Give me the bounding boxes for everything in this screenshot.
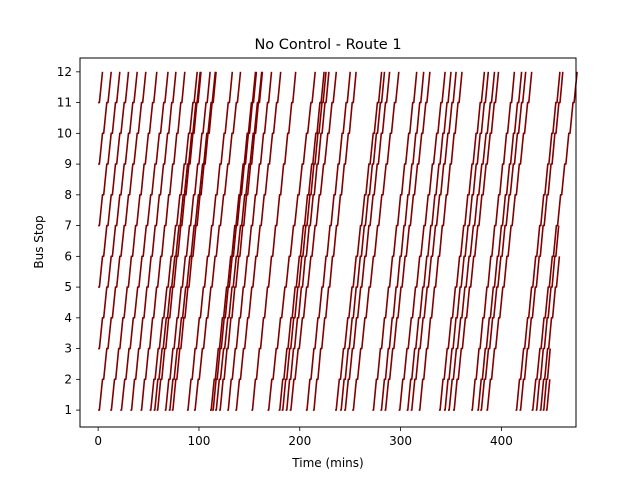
- trip-line: [289, 71, 338, 411]
- trip-line: [156, 71, 202, 411]
- trip-line: [443, 71, 490, 411]
- trip-line: [130, 71, 177, 411]
- trip-line: [140, 71, 186, 411]
- trip-line: [98, 71, 104, 104]
- y-tick-label: 12: [57, 65, 72, 79]
- trip-line: [519, 71, 564, 411]
- y-tick-label: 6: [64, 249, 72, 263]
- trip-line: [278, 71, 325, 411]
- x-tick-label: 300: [389, 434, 412, 448]
- trip-line: [281, 71, 327, 411]
- trip-line: [344, 71, 391, 411]
- trip-line: [215, 71, 263, 411]
- trip-line: [384, 71, 431, 411]
- trip-line: [539, 256, 561, 411]
- trip-line: [486, 71, 533, 411]
- trip-line: [418, 71, 463, 411]
- trip-line: [98, 71, 147, 411]
- y-tick-label: 5: [64, 280, 72, 294]
- y-tick-label: 4: [64, 311, 72, 325]
- trip-line: [352, 71, 400, 411]
- y-tick-label: 7: [64, 219, 72, 233]
- trip-line: [186, 71, 234, 411]
- trip-lines: [98, 71, 578, 411]
- trip-line: [171, 71, 217, 411]
- trip-line: [340, 71, 386, 411]
- trip-line: [227, 71, 273, 411]
- y-tick-label: 3: [64, 342, 72, 356]
- y-axis-label: Bus Stop: [32, 215, 46, 268]
- trip-line: [515, 71, 561, 411]
- trip-line: [398, 71, 446, 411]
- trip-line: [406, 71, 452, 411]
- x-tick-label: 400: [490, 434, 513, 448]
- trip-line: [98, 71, 130, 288]
- trip-line: [267, 71, 316, 411]
- trip-line: [168, 71, 217, 411]
- trip-line: [212, 71, 258, 411]
- trip-line: [98, 71, 121, 227]
- trip-line: [210, 71, 257, 411]
- trip-line: [545, 379, 551, 411]
- trip-line: [471, 71, 516, 411]
- y-tick-label: 2: [64, 372, 72, 386]
- trip-line: [372, 71, 418, 411]
- trip-line: [335, 71, 383, 411]
- trip-line: [531, 71, 578, 411]
- y-tick-label: 10: [57, 126, 72, 140]
- trip-line: [453, 71, 500, 411]
- y-tick-label: 8: [64, 188, 72, 202]
- x-tick-label: 200: [288, 434, 311, 448]
- trip-line: [193, 71, 242, 411]
- trip-line: [380, 71, 425, 411]
- trip-line: [305, 71, 351, 411]
- trip-line: [219, 71, 264, 411]
- trip-line: [110, 71, 158, 411]
- trip-line: [235, 71, 282, 411]
- trip-line: [312, 71, 357, 411]
- trip-line: [285, 71, 330, 411]
- x-axis-label: Time (mins): [291, 456, 363, 470]
- y-tick-label: 11: [57, 96, 72, 110]
- chart-title: No Control - Route 1: [254, 37, 401, 53]
- trip-line: [164, 71, 211, 411]
- y-tick-label: 1: [64, 403, 72, 417]
- trip-line: [410, 71, 457, 411]
- trip-line: [98, 71, 112, 165]
- y-tick-label: 9: [64, 157, 72, 171]
- trip-line: [477, 71, 523, 411]
- x-axis-ticks: 0 100 200 300 400: [94, 427, 513, 448]
- trip-line: [448, 71, 496, 411]
- trip-line: [535, 225, 560, 411]
- trip-line: [98, 71, 138, 350]
- trip-line: [149, 71, 198, 411]
- trip-line: [542, 348, 551, 411]
- trip-line: [251, 71, 297, 411]
- plot-frame: [79, 57, 577, 428]
- x-tick-label: 100: [188, 434, 211, 448]
- x-tick-label: 0: [94, 434, 102, 448]
- trip-line: [438, 71, 486, 411]
- trip-line: [120, 71, 169, 411]
- trip-line: [480, 71, 527, 411]
